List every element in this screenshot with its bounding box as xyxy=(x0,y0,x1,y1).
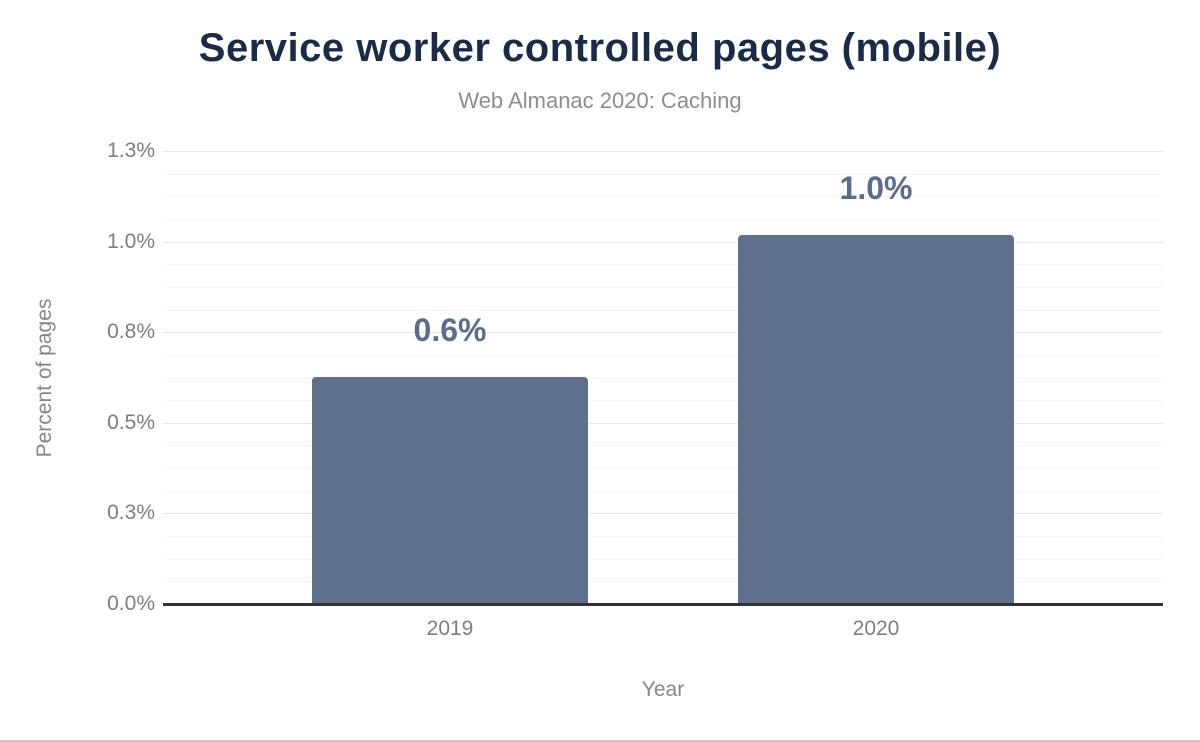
chart-subtitle: Web Almanac 2020: Caching xyxy=(458,88,742,113)
minor-gridline xyxy=(163,173,1163,175)
major-gridline xyxy=(163,513,1163,515)
y-tick-label: 1.0% xyxy=(107,229,155,253)
minor-gridline xyxy=(163,377,1163,379)
major-gridline xyxy=(163,241,1163,243)
minor-gridline xyxy=(163,354,1163,356)
minor-gridline xyxy=(163,490,1163,492)
minor-gridline xyxy=(163,286,1163,288)
bar-2019 xyxy=(312,376,588,605)
minor-gridline xyxy=(163,218,1163,220)
x-tick-label: 2020 xyxy=(852,617,900,640)
y-tick-label: 0.0% xyxy=(107,592,155,615)
bar-2020 xyxy=(738,235,1014,605)
minor-gridline xyxy=(163,468,1163,470)
y-tick-label: 1.3% xyxy=(107,139,155,162)
major-gridline xyxy=(163,332,1163,334)
y-tick-label: 0.8% xyxy=(107,320,155,344)
minor-gridline xyxy=(163,400,1163,402)
bar-value-label: 0.6% xyxy=(413,311,487,348)
minor-gridline xyxy=(163,196,1163,198)
bar-value-label: 1.0% xyxy=(839,170,913,207)
y-axis-title: Percent of pages xyxy=(33,298,56,458)
major-gridline xyxy=(163,422,1163,424)
minor-gridline xyxy=(163,581,1163,583)
minor-gridline xyxy=(163,309,1163,311)
y-tick-label: 0.3% xyxy=(107,501,155,525)
minor-gridline xyxy=(163,536,1163,538)
plot-area: 0.0% 0.3% 0.5% 0.8% 1.0% 1.3% 0.6% 2019 1.0% 2020 xyxy=(107,139,1163,640)
y-tick-label: 0.5% xyxy=(107,410,155,434)
minor-gridline xyxy=(163,445,1163,447)
x-axis-title: Year xyxy=(641,678,685,701)
minor-gridline xyxy=(163,264,1163,266)
major-gridline xyxy=(163,151,1163,152)
chart-title: Service worker controlled pages (mobile) xyxy=(198,26,1002,70)
x-axis-baseline xyxy=(163,603,1163,606)
x-tick-label: 2019 xyxy=(426,617,474,640)
minor-gridline xyxy=(163,558,1163,560)
